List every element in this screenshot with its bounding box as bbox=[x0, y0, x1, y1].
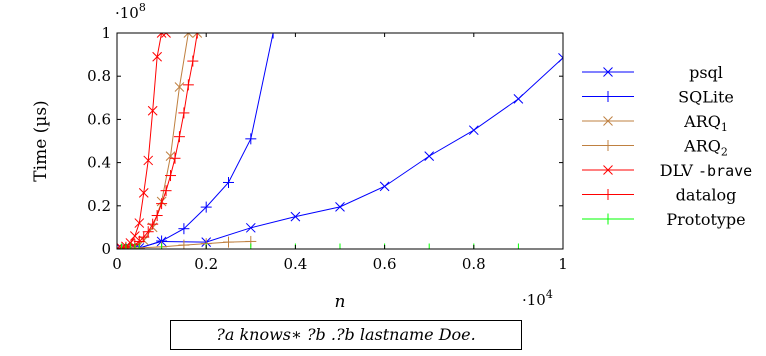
x-tick-label: 0.4 bbox=[283, 255, 307, 273]
data-point bbox=[165, 151, 176, 161]
x-tick-label: 0.2 bbox=[194, 255, 218, 273]
data-point bbox=[200, 201, 212, 213]
x-tick-label: 0 bbox=[112, 255, 122, 273]
data-point bbox=[192, 33, 203, 38]
legend-marker bbox=[603, 67, 613, 77]
data-point bbox=[120, 243, 132, 249]
y-scale-label: ·108 bbox=[115, 1, 146, 22]
legend-label: DLV -brave bbox=[660, 161, 752, 180]
data-point bbox=[245, 243, 257, 249]
data-point bbox=[156, 198, 168, 210]
tick-layer: 0 0.2 0.4 0.6 0.8 1 0 0.2 0.4 0.6 0.8 1 bbox=[87, 24, 568, 273]
data-point bbox=[160, 185, 172, 197]
legend-label: psql bbox=[689, 63, 723, 82]
data-point bbox=[173, 131, 185, 143]
data-point bbox=[133, 243, 145, 249]
x-scale-label: ·104 bbox=[522, 288, 553, 309]
data-point bbox=[183, 33, 194, 38]
legend-marker bbox=[602, 140, 614, 151]
data-point bbox=[178, 223, 190, 235]
legend-item: DLV -brave bbox=[582, 161, 752, 180]
data-point bbox=[169, 152, 181, 164]
data-point bbox=[245, 133, 257, 145]
data-point bbox=[156, 243, 168, 249]
data-point bbox=[468, 125, 479, 136]
series-0 bbox=[117, 52, 563, 249]
legend-item: ARQ2 bbox=[582, 137, 728, 159]
data-point bbox=[129, 231, 140, 241]
data-point bbox=[290, 211, 301, 222]
series-layer bbox=[117, 33, 563, 249]
x-axis-label: n bbox=[335, 292, 346, 312]
y-tick-label: 1 bbox=[101, 24, 111, 42]
legend-label: Prototype bbox=[666, 210, 745, 229]
data-point bbox=[182, 79, 194, 91]
data-point bbox=[165, 170, 177, 182]
data-point bbox=[187, 55, 199, 67]
legend-label: ARQ2 bbox=[683, 137, 728, 159]
data-point bbox=[423, 243, 435, 249]
series-5 bbox=[117, 33, 203, 249]
legend-label: ARQ1 bbox=[683, 112, 728, 134]
data-point bbox=[161, 33, 171, 38]
series-4 bbox=[117, 33, 171, 249]
legend-item: SQLite bbox=[582, 88, 734, 107]
y-tick-label: 0.4 bbox=[87, 154, 111, 172]
data-point bbox=[245, 222, 256, 233]
series-line bbox=[117, 33, 274, 249]
data-point bbox=[334, 243, 346, 249]
legend-label: SQLite bbox=[678, 88, 734, 107]
data-point bbox=[129, 243, 141, 249]
data-point bbox=[138, 187, 149, 198]
legend-marker bbox=[603, 165, 613, 175]
series-line bbox=[117, 57, 563, 249]
data-point bbox=[142, 226, 154, 238]
x-tick-label: 0.6 bbox=[373, 255, 397, 273]
data-point bbox=[174, 82, 185, 92]
data-point bbox=[191, 33, 203, 39]
data-point bbox=[178, 107, 190, 119]
data-point bbox=[558, 52, 563, 63]
line-chart: 0 0.2 0.4 0.6 0.8 1 0 0.2 0.4 0.6 0.8 1 ·108 ·104 n… bbox=[31, 1, 752, 312]
legend-item: psql bbox=[582, 63, 723, 82]
legend-marker bbox=[602, 91, 614, 102]
legend-item: ARQ1 bbox=[582, 112, 728, 134]
data-point bbox=[147, 218, 159, 230]
data-point bbox=[513, 94, 524, 104]
y-tick-label: 0 bbox=[101, 240, 111, 258]
legend-label: datalog bbox=[676, 186, 737, 205]
y-axis-label: Time (µs) bbox=[31, 100, 51, 181]
plot-frame bbox=[116, 32, 564, 250]
series-line bbox=[117, 33, 167, 249]
data-point bbox=[335, 202, 345, 212]
data-point bbox=[156, 33, 167, 38]
x-tick-label: 0.8 bbox=[462, 255, 486, 273]
data-point bbox=[424, 151, 435, 161]
data-point bbox=[379, 181, 390, 192]
data-point bbox=[151, 210, 163, 222]
data-point bbox=[125, 238, 136, 248]
data-point bbox=[223, 176, 234, 188]
data-point bbox=[138, 231, 150, 243]
legend-marker bbox=[602, 189, 614, 200]
legend: psql SQLite ARQ1 ARQ2 DLV -brave datalog Proto… bbox=[582, 63, 752, 229]
data-point bbox=[124, 243, 136, 249]
legend-item: datalog bbox=[582, 186, 736, 205]
data-point bbox=[143, 155, 154, 166]
x-tick-label: 1 bbox=[558, 255, 568, 273]
data-point bbox=[267, 33, 279, 39]
y-tick-label: 0.8 bbox=[87, 67, 111, 85]
data-point bbox=[512, 243, 524, 249]
data-point bbox=[117, 243, 127, 249]
legend-marker bbox=[603, 116, 613, 126]
data-point bbox=[147, 105, 158, 116]
query-caption: ?a knows∗ ?b .?b lastname Doe. bbox=[170, 320, 522, 350]
data-point bbox=[223, 236, 234, 248]
data-point bbox=[152, 51, 162, 62]
y-tick-label: 0.6 bbox=[87, 110, 111, 128]
legend-item: Prototype bbox=[582, 210, 746, 229]
legend-marker bbox=[602, 213, 614, 225]
data-point bbox=[134, 218, 145, 228]
y-tick-label: 0.2 bbox=[87, 197, 111, 215]
